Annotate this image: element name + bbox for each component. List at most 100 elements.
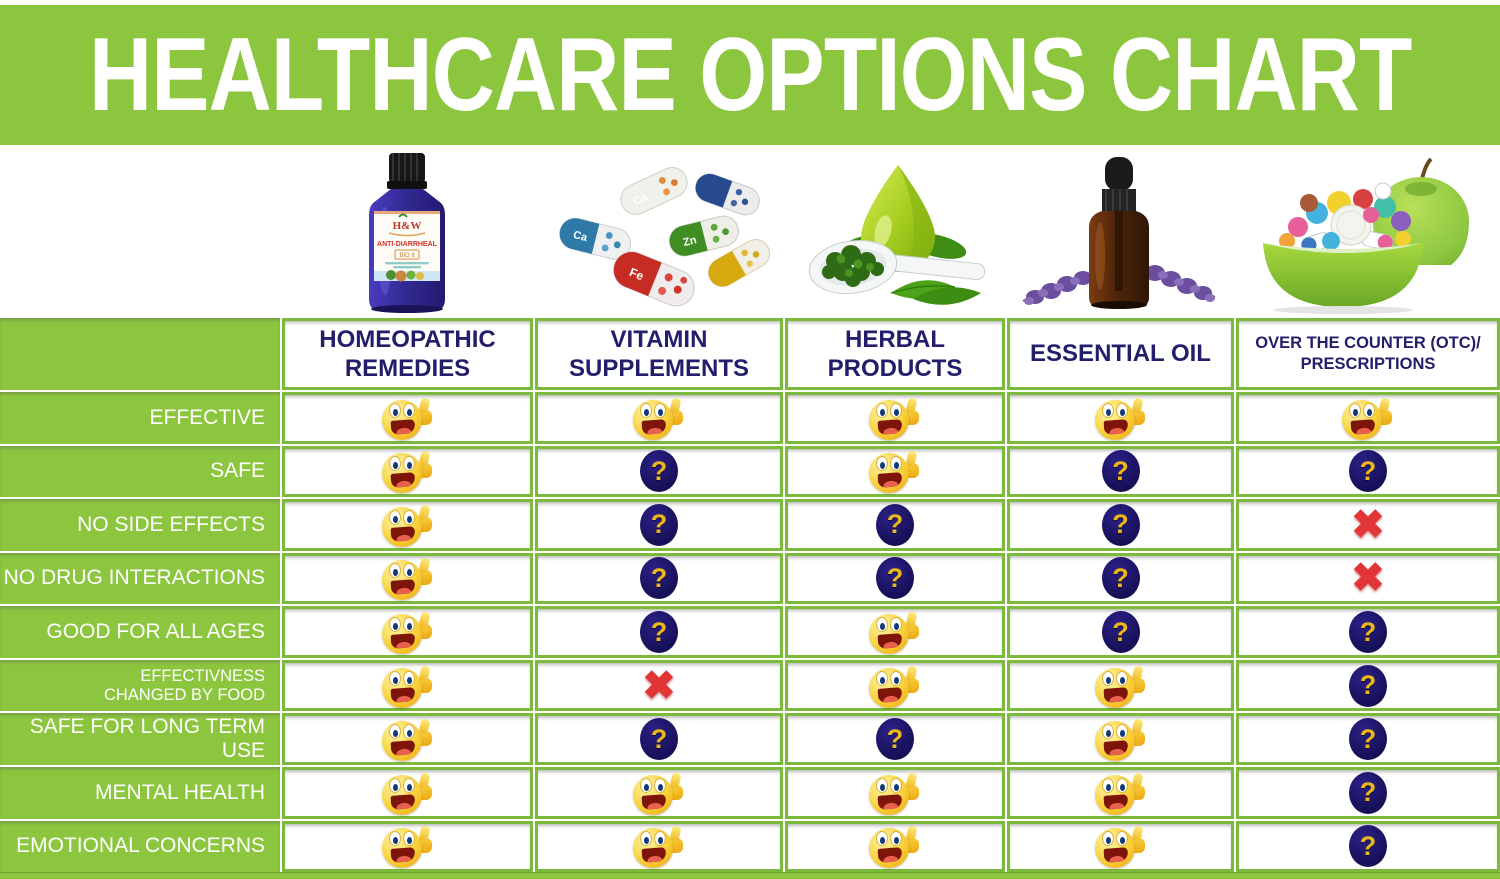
- row-label: EFFECTIVNESS CHANGED BY FOOD: [0, 659, 280, 712]
- table-cell: ?: [1007, 499, 1234, 551]
- thumbs-up-smiley-icon: [1342, 396, 1394, 440]
- table-row: SAFE???: [0, 445, 1500, 498]
- thumbs-up-smiley-icon: [381, 556, 434, 601]
- table-cell: ?: [1236, 713, 1500, 765]
- table-cell: ✖: [535, 659, 783, 712]
- thumbs-up-smiley-icon: [381, 396, 434, 440]
- table-cell: ?: [1007, 606, 1234, 658]
- row-label: NO DRUG INTERACTIONS: [0, 552, 280, 605]
- thumbs-up-smiley-icon: [381, 664, 434, 708]
- svg-text:BIO 8: BIO 8: [399, 253, 415, 259]
- thumbs-up-smiley-icon: [869, 664, 921, 708]
- thumbs-up-smiley-icon: [381, 503, 434, 547]
- table-cell: [1007, 766, 1234, 819]
- table-cell: [535, 392, 783, 444]
- table-cell: [1236, 392, 1500, 444]
- table-cell: ?: [535, 499, 783, 551]
- svg-text:Fe: Fe: [627, 265, 646, 283]
- table-cell: [282, 606, 533, 658]
- thumbs-up-smiley-icon: [869, 771, 921, 815]
- thumbs-up-smiley-icon: [633, 396, 685, 440]
- row-label: MENTAL HEALTH: [0, 766, 280, 819]
- table-row: EMOTIONAL CONCERNS?: [0, 820, 1500, 873]
- table-cell: [785, 606, 1005, 658]
- svg-text:Zn: Zn: [682, 234, 698, 249]
- row-label: GOOD FOR ALL AGES: [0, 606, 280, 658]
- question-mark-icon: ?: [640, 450, 678, 493]
- question-mark-icon: ?: [640, 557, 678, 600]
- otc-pill-bowl-image: [1263, 157, 1469, 314]
- question-mark-icon: ?: [640, 718, 678, 761]
- thumbs-up-smiley-icon: [1094, 824, 1147, 869]
- question-mark-icon: ?: [1349, 718, 1387, 761]
- table-cell: [282, 659, 533, 712]
- question-mark-icon: ?: [1349, 450, 1387, 493]
- table-row: EFFECTIVE: [0, 392, 1500, 444]
- thumbs-up-smiley-icon: [1094, 717, 1147, 762]
- thumbs-up-smiley-icon: [869, 824, 921, 869]
- question-mark-icon: ?: [1101, 557, 1140, 600]
- table-row: SAFE FOR LONG TERM USE???: [0, 713, 1500, 765]
- table-cell: ?: [1236, 606, 1500, 658]
- question-mark-icon: ?: [1349, 664, 1387, 707]
- table-cell: ?: [785, 552, 1005, 605]
- question-mark-icon: ?: [640, 503, 678, 546]
- column-header-herbal: HERBAL PRODUCTS: [785, 318, 1005, 390]
- product-images-strip: H&W ANTI-DIARRHEAL BIO 8 Ca: [0, 145, 1500, 318]
- table-cell: ?: [785, 499, 1005, 551]
- table-cell: [785, 392, 1005, 444]
- pills-heap: [1279, 182, 1411, 253]
- question-mark-icon: ?: [876, 557, 914, 600]
- column-header-otc: OVER THE COUNTER (OTC)/ PRESCRIPTIONS: [1236, 318, 1500, 390]
- thumbs-up-smiley-icon: [869, 396, 921, 440]
- red-x-icon: ✖: [1351, 502, 1385, 547]
- table-cell: [785, 766, 1005, 819]
- essential-oil-image: [1022, 157, 1216, 309]
- header-row: HOMEOPATHIC REMEDIES VITAMIN SUPPLEMENTS…: [0, 318, 1500, 390]
- question-mark-icon: ?: [1101, 611, 1140, 654]
- homeopathic-bottle-image: H&W ANTI-DIARRHEAL BIO 8: [369, 153, 445, 313]
- table-cell: ?: [1007, 445, 1234, 498]
- row-label: EMOTIONAL CONCERNS: [0, 820, 280, 873]
- table-cell: [282, 713, 533, 765]
- column-header-essential-oil: ESSENTIAL OIL: [1007, 318, 1234, 390]
- question-mark-icon: ?: [1349, 771, 1387, 814]
- table-cell: [282, 766, 533, 819]
- question-mark-icon: ?: [1101, 503, 1140, 546]
- question-mark-icon: ?: [1101, 450, 1140, 493]
- table-cell: ?: [1236, 659, 1500, 712]
- question-mark-icon: ?: [1349, 611, 1387, 654]
- svg-text:Ca: Ca: [631, 191, 650, 208]
- red-x-icon: ✖: [642, 663, 676, 708]
- svg-text:ANTI-DIARRHEAL: ANTI-DIARRHEAL: [377, 241, 438, 248]
- question-mark-icon: ?: [876, 503, 914, 546]
- page-title: HEALTHCARE OPTIONS CHART: [88, 16, 1412, 133]
- table-cell: [785, 820, 1005, 873]
- table-cell: ?: [535, 606, 783, 658]
- thumbs-up-smiley-icon: [1094, 771, 1147, 815]
- table-cell: [535, 820, 783, 873]
- table-row: EFFECTIVNESS CHANGED BY FOOD ✖?: [0, 659, 1500, 712]
- bottom-green-bar: [0, 872, 1500, 879]
- table-cell: ✖: [1236, 499, 1500, 551]
- svg-text:H&W: H&W: [393, 220, 422, 232]
- vitamin-capsules-image: Ca Zn Ca: [559, 167, 770, 307]
- table-row: NO DRUG INTERACTIONS??? ✖: [0, 552, 1500, 605]
- table-row: MENTAL HEALTH?: [0, 766, 1500, 819]
- table-cell: ?: [535, 445, 783, 498]
- title-banner: HEALTHCARE OPTIONS CHART: [0, 5, 1500, 145]
- table-cell: ?: [1236, 820, 1500, 873]
- table-cell: [282, 392, 533, 444]
- table-cell: [785, 659, 1005, 712]
- question-mark-icon: ?: [640, 611, 678, 654]
- thumbs-up-smiley-icon: [633, 771, 685, 815]
- table-row: GOOD FOR ALL AGES???: [0, 606, 1500, 658]
- table-cell: [1007, 713, 1234, 765]
- corner-cell: [0, 318, 280, 390]
- row-label: SAFE FOR LONG TERM USE: [0, 713, 280, 765]
- question-mark-icon: ?: [1349, 825, 1387, 868]
- table-cell: ?: [1236, 766, 1500, 819]
- thumbs-up-smiley-icon: [633, 824, 685, 869]
- table-rows: EFFECTIVE SAFE??? NO SIDE EFFECTS??? ✖ NO DR…: [0, 392, 1500, 873]
